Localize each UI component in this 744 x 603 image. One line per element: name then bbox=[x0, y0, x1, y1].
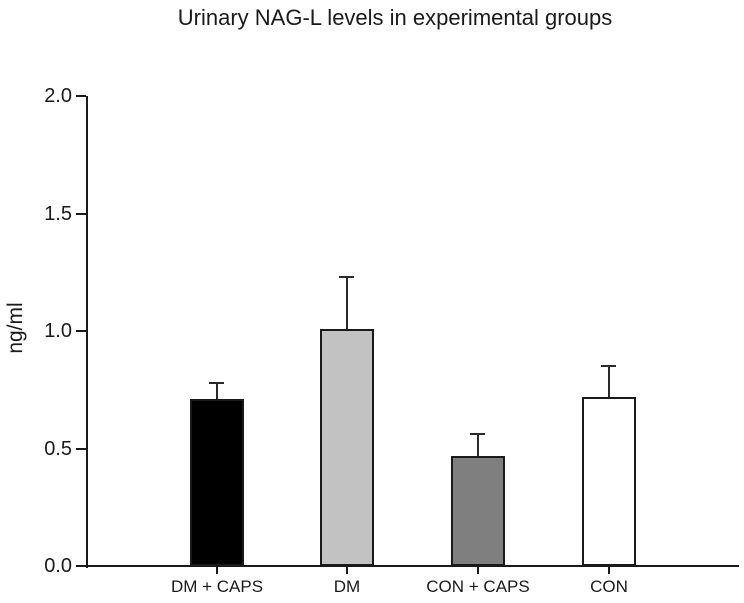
y-axis-label: ng/ml bbox=[4, 302, 27, 354]
error-bar-cap bbox=[209, 381, 224, 384]
x-tick bbox=[216, 567, 218, 574]
x-tick-label: CON bbox=[590, 577, 628, 596]
x-tick bbox=[477, 567, 479, 574]
y-tick-label: 1.0 bbox=[44, 320, 72, 342]
x-axis-line bbox=[86, 565, 739, 567]
x-tick bbox=[608, 567, 610, 574]
error-bar-line bbox=[608, 366, 610, 397]
error-bar-line bbox=[477, 434, 479, 456]
error-bar-cap bbox=[601, 365, 616, 368]
x-tick-label: DM bbox=[333, 577, 361, 596]
y-tick-label: 2.0 bbox=[44, 85, 72, 107]
y-axis-line bbox=[86, 96, 88, 568]
y-tick bbox=[76, 565, 86, 567]
error-bar-cap bbox=[470, 433, 485, 436]
x-tick bbox=[346, 567, 348, 574]
chart-title: Urinary NAG-L levels in experimental gro… bbox=[177, 5, 613, 30]
x-tick-label: CON + CAPS bbox=[426, 577, 530, 596]
y-tick bbox=[76, 447, 86, 450]
bar-con bbox=[582, 396, 636, 566]
x-tick-label: DM + CAPS bbox=[170, 577, 264, 596]
y-tick-label: 1.5 bbox=[44, 202, 72, 225]
bar-dm bbox=[320, 328, 374, 566]
y-tick-label: 0.0 bbox=[44, 555, 72, 577]
error-bar-cap bbox=[339, 275, 354, 278]
error-bar-line bbox=[346, 276, 348, 329]
y-tick bbox=[76, 330, 86, 332]
y-tick bbox=[76, 95, 86, 97]
y-tick-label: 0.5 bbox=[44, 437, 72, 460]
y-tick bbox=[76, 212, 86, 215]
bar-con-caps bbox=[451, 455, 505, 566]
error-bar-line bbox=[216, 382, 218, 400]
bar-dm-caps bbox=[190, 399, 244, 566]
